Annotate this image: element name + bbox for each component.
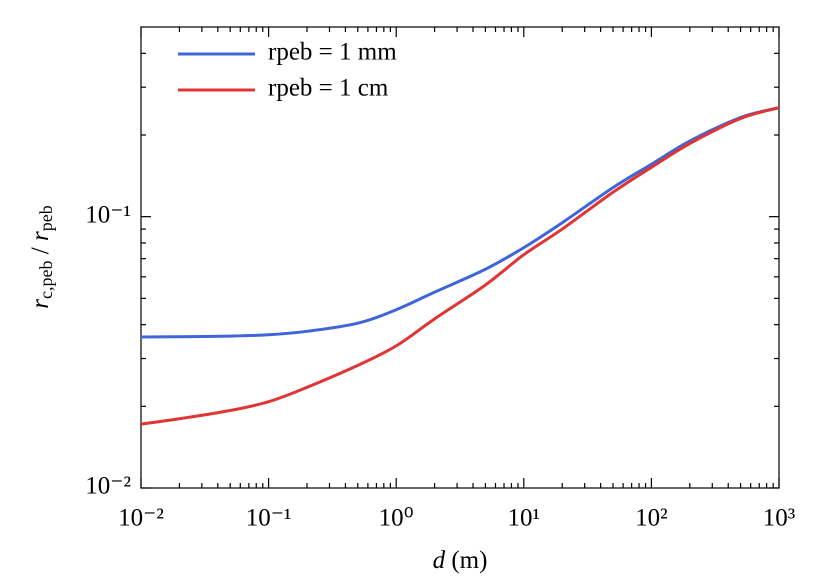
- data-line: [140, 106, 780, 339]
- legend-label: rpeb = 1 cm: [268, 75, 389, 102]
- x-tick-label: 10⁻¹: [246, 505, 292, 532]
- y-label-sub: c,peb: [36, 260, 56, 298]
- x-tick-label: 10³: [763, 505, 796, 532]
- plot-frame: [140, 26, 780, 489]
- data-line: [140, 106, 780, 426]
- x-label-unit: (m): [445, 547, 487, 574]
- y-axis-label: rc,peb / rpeb: [27, 205, 56, 308]
- y-label-var: r: [27, 299, 54, 309]
- y-label-sep: /: [27, 241, 54, 260]
- x-tick-label: 10⁰: [379, 505, 414, 532]
- legend-label: rpeb = 1 mm: [268, 39, 397, 66]
- x-tick-label: 10²: [635, 505, 668, 532]
- x-axis-label: d (m): [433, 547, 488, 574]
- y-label-sub: peb: [36, 205, 56, 231]
- y-tick-label: 10⁻¹: [85, 201, 131, 228]
- x-tick-label: 10⁻²: [118, 505, 164, 532]
- x-tick-label: 10¹: [508, 505, 541, 532]
- y-tick-label: 10⁻²: [85, 473, 131, 500]
- x-label-var: d: [433, 547, 446, 574]
- y-label-var: r: [27, 231, 54, 241]
